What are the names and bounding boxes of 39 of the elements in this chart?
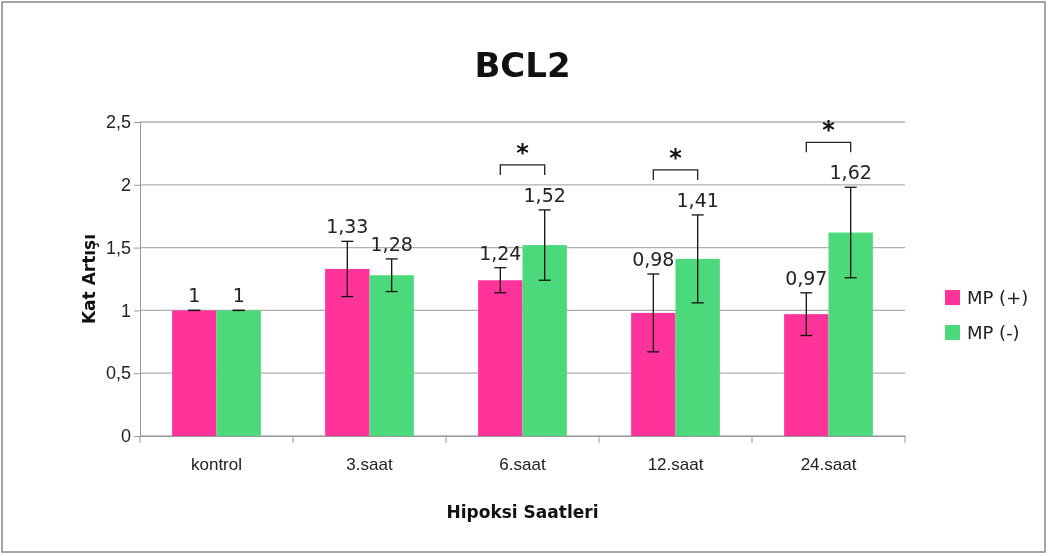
data-label: 1,28 xyxy=(370,232,413,255)
bar xyxy=(325,268,370,436)
legend-label: MP (-) xyxy=(967,322,1020,343)
annotation: * xyxy=(822,116,836,145)
x-tick-label: 3.saat xyxy=(346,455,393,475)
y-tick-label: 2 xyxy=(120,175,131,196)
y-tick-label: 2,5 xyxy=(105,112,131,133)
bar xyxy=(675,258,720,436)
data-label: 0,98 xyxy=(632,247,675,270)
bar xyxy=(216,310,261,436)
x-tick-label: 6.saat xyxy=(499,455,546,475)
bar xyxy=(631,312,676,436)
bar xyxy=(522,245,567,436)
data-label: 1,33 xyxy=(326,215,369,238)
data-label: 1,52 xyxy=(523,183,566,206)
data-label: 1,62 xyxy=(829,161,872,184)
x-axis-title: Hipoksi Saatleri xyxy=(446,502,599,522)
bar xyxy=(478,280,523,436)
data-label: 1,41 xyxy=(676,188,719,211)
x-tick-label: 12.saat xyxy=(647,455,704,475)
x-tick-label: 24.saat xyxy=(800,455,857,475)
y-tick-label: 1,5 xyxy=(105,237,131,258)
bar xyxy=(784,314,829,436)
data-label: 1 xyxy=(232,284,245,307)
y-tick-label: 1 xyxy=(120,300,131,321)
bar xyxy=(172,310,217,436)
bar xyxy=(828,232,873,436)
y-tick-label: 0 xyxy=(120,426,131,447)
y-axis-title: Kat Artışı xyxy=(79,233,99,325)
y-tick-label: 0,5 xyxy=(105,363,131,384)
bar xyxy=(369,275,414,436)
data-label: 1,24 xyxy=(479,241,522,264)
data-label: 0,97 xyxy=(785,266,828,289)
x-tick-label: kontrol xyxy=(190,455,243,475)
annotation: * xyxy=(516,138,530,167)
legend-label: MP (+) xyxy=(967,287,1029,308)
annotation: * xyxy=(669,143,683,172)
chart-title: BCL2 xyxy=(474,45,571,85)
data-label: 1 xyxy=(188,284,201,307)
